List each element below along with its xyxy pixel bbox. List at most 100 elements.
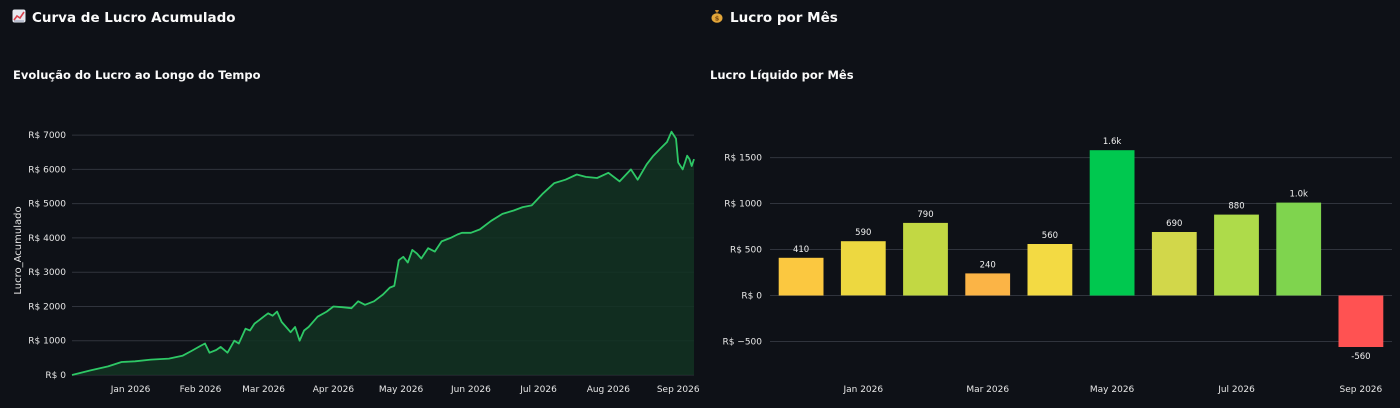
line-point [326, 311, 328, 313]
bar [1027, 244, 1073, 296]
line-point [596, 177, 598, 179]
line-point [531, 204, 533, 206]
line-point [677, 162, 679, 164]
line-point [553, 182, 555, 184]
line-point [276, 311, 278, 313]
line-point [682, 168, 684, 170]
y-tick-label: R$ 1000 [28, 337, 66, 347]
line-point [456, 234, 458, 236]
line-point [254, 323, 256, 325]
line-point [308, 326, 310, 328]
line-point [190, 350, 192, 352]
x-tick-label: Mar 2026 [966, 385, 1009, 395]
cumulative-profit-header-text: Curva de Lucro Acumulado [32, 9, 236, 26]
bar [778, 257, 824, 296]
line-point [294, 326, 296, 328]
line-point [303, 330, 305, 332]
x-tick-label: Feb 2026 [180, 385, 222, 395]
line-point [684, 162, 686, 164]
line-point [490, 220, 492, 222]
line-point [565, 179, 567, 181]
line-point [364, 304, 366, 306]
line-point [245, 328, 247, 330]
y-tick-label: R$ 500 [730, 246, 762, 256]
chart-increasing-icon [12, 9, 26, 26]
y-tick-label: R$ 5000 [28, 200, 66, 210]
y-tick-label: R$ 2000 [28, 302, 66, 312]
line-point [461, 232, 463, 234]
bar-data-label: 1.0k [1289, 190, 1308, 200]
y-tick-label: R$ 0 [45, 371, 66, 381]
bar-data-label: 790 [917, 210, 933, 220]
line-point [238, 343, 240, 345]
line-point [441, 240, 443, 242]
y-tick-label: R$ 3000 [28, 268, 66, 278]
cumulative-profit-area [72, 131, 694, 375]
line-point [501, 213, 503, 215]
line-point [258, 319, 260, 321]
x-tick-label: Jul 2026 [519, 385, 557, 395]
line-point [209, 352, 211, 354]
line-point [373, 300, 375, 302]
line-point [357, 300, 359, 302]
bar-data-label: 690 [1166, 219, 1182, 229]
bar-data-label: 590 [855, 228, 871, 238]
line-point [168, 358, 170, 360]
line-point [398, 259, 400, 261]
line-point [267, 312, 269, 314]
line-point [249, 330, 251, 332]
line-point [479, 228, 481, 230]
cumulative-profit-panel: Curva de Lucro Acumulado Evolução do Luc… [12, 9, 700, 395]
line-point [220, 346, 222, 348]
bar-data-label: -560 [1351, 352, 1370, 362]
line-chart-title: Evolução do Lucro ao Longo do Tempo [13, 68, 261, 82]
bar-data-label: 560 [1042, 231, 1058, 241]
line-point [693, 158, 695, 160]
line-point [513, 210, 515, 212]
x-tick-label: Apr 2026 [313, 385, 355, 395]
bar [1214, 214, 1259, 296]
x-tick-label: Sep 2026 [1340, 385, 1383, 395]
line-point [470, 232, 472, 234]
line-point [630, 168, 632, 170]
line-point [691, 165, 693, 167]
line-point [434, 251, 436, 253]
line-point [150, 359, 152, 361]
line-point [659, 148, 661, 150]
y-axis-title: Lucro_Acumulado [13, 206, 24, 294]
line-point [181, 355, 183, 357]
cumulative-profit-line-chart: R$ 0 R$ 1000 R$ 2000 R$ 3000 R$ 4000 R$ 5000 R… [13, 130, 700, 395]
cumulative-profit-header: Curva de Lucro Acumulado [12, 9, 236, 26]
x-tick-label: May 2026 [379, 385, 424, 395]
line-point [134, 360, 136, 362]
line-point [317, 316, 319, 318]
line-point [411, 249, 413, 251]
line-point [522, 206, 524, 208]
monthly-profit-header-text: Lucro por Mês [730, 9, 838, 26]
monthly-profit-header: $ Lucro por Mês [710, 9, 838, 26]
line-point [671, 131, 673, 133]
line-point [686, 155, 688, 157]
line-point [402, 256, 404, 258]
line-point [215, 349, 217, 351]
line-point [637, 179, 639, 181]
line-point [107, 365, 109, 367]
svg-text:$: $ [715, 15, 720, 23]
bar-data-label: 1.6k [1103, 137, 1122, 147]
line-point [121, 361, 123, 363]
x-tick-label: Jul 2026 [1217, 385, 1255, 395]
line-point [416, 252, 418, 254]
monthly-profit-panel: $ Lucro por Mês Lucro Líquido por Mês R$… [700, 0, 1400, 408]
line-point [675, 138, 677, 140]
line-point [71, 374, 73, 376]
line-point [652, 155, 654, 157]
line-point [350, 307, 352, 309]
line-point [204, 343, 206, 345]
bar [965, 273, 1011, 296]
line-point [263, 316, 265, 318]
line-point [281, 321, 283, 323]
y-tick-label: R$ 6000 [28, 165, 66, 175]
bar [1151, 232, 1197, 296]
bar [1276, 202, 1322, 296]
line-point [646, 163, 648, 165]
